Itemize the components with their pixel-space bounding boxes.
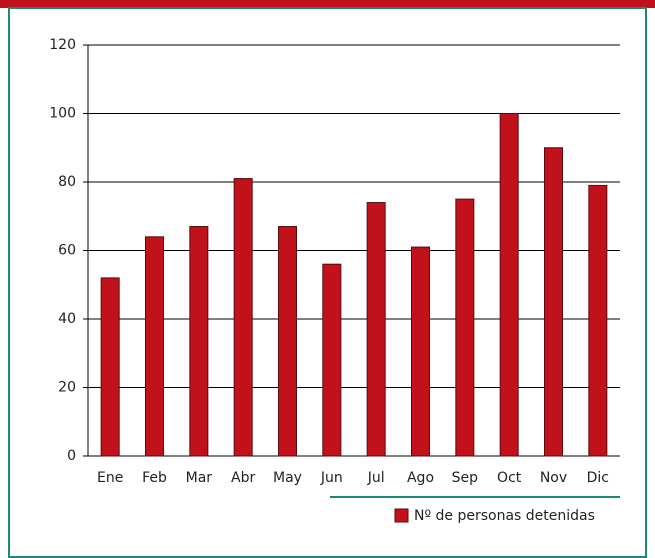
x-tick-label: Feb	[142, 470, 167, 486]
bar	[233, 178, 253, 457]
y-tick-label: 100	[49, 106, 76, 122]
x-tick-label: Nov	[540, 470, 567, 486]
legend-label: Nº de personas detenidas	[414, 508, 595, 524]
y-tick-label: 60	[58, 243, 76, 259]
bar	[278, 226, 297, 457]
bar	[100, 277, 120, 457]
bar	[322, 263, 342, 457]
y-tick-label: 80	[58, 174, 76, 190]
bar	[366, 202, 386, 457]
bar	[499, 113, 519, 457]
x-tick-label: Sep	[452, 470, 479, 486]
bar	[455, 198, 475, 457]
frame	[8, 7, 647, 558]
x-tick-label: Dic	[587, 470, 609, 486]
x-tick-label: Jul	[367, 470, 385, 486]
y-tick-label: 20	[58, 380, 76, 396]
bar	[588, 184, 608, 457]
y-tick-label: 40	[58, 311, 76, 327]
bar	[411, 246, 430, 457]
x-tick-label: Mar	[186, 470, 213, 486]
x-tick-label: Abr	[231, 470, 255, 486]
y-tick-label: 0	[67, 448, 76, 464]
x-tick-label: Jun	[320, 470, 343, 486]
header-band	[0, 0, 655, 8]
bar	[189, 226, 209, 457]
bar	[544, 147, 563, 457]
x-tick-label: Oct	[497, 470, 522, 486]
x-tick-label: Ene	[97, 470, 123, 486]
x-tick-label: May	[273, 470, 302, 486]
y-tick-label: 120	[49, 37, 76, 53]
x-tick-label: Ago	[407, 470, 434, 486]
legend-swatch	[394, 508, 409, 523]
bar	[145, 236, 164, 457]
